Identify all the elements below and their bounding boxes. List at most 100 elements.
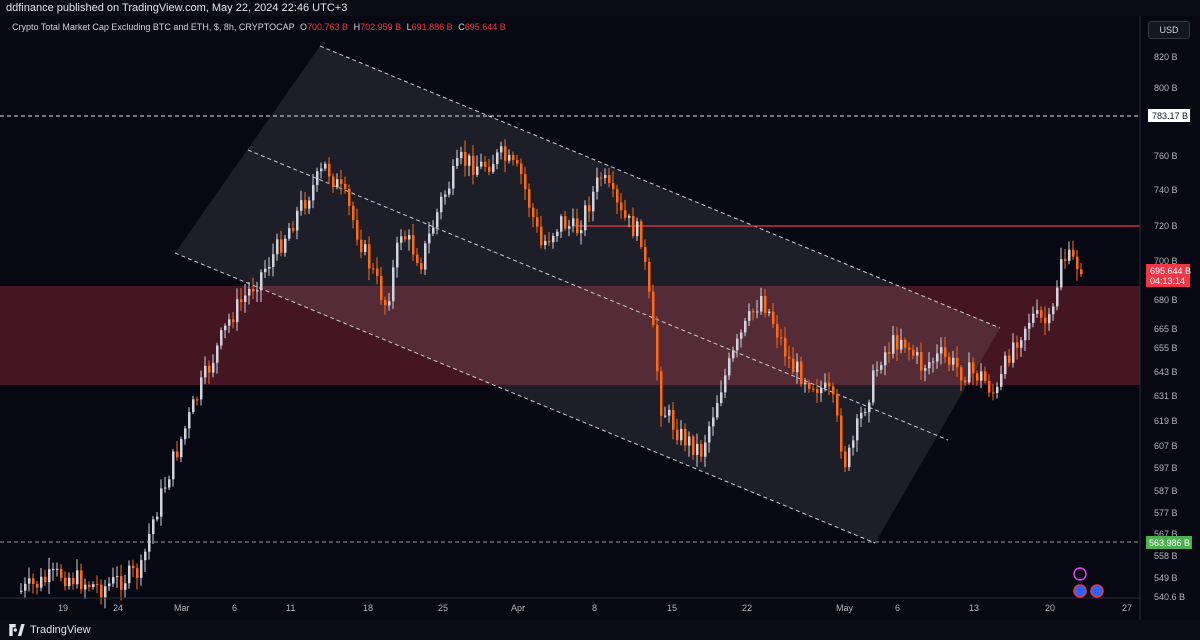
candle-body <box>440 196 443 213</box>
candle-body <box>1008 355 1011 363</box>
time-tick: 22 <box>742 603 752 613</box>
publish-info: ddfinance published on TradingView.com, … <box>0 0 1200 16</box>
candle-body <box>196 399 199 401</box>
price-chart[interactable]: 820 B 800 B 760 B 740 B 720 B 700 B 680 … <box>0 16 1200 620</box>
high-level-tag <box>1148 109 1190 122</box>
candle-body <box>600 177 603 179</box>
candle-body <box>1060 259 1063 288</box>
price-tick: 655 B <box>1154 343 1178 353</box>
event-flash-icon[interactable] <box>1073 567 1087 581</box>
candle-body <box>876 369 879 371</box>
candle-body <box>744 320 747 333</box>
candle-body <box>112 577 115 584</box>
candle-body <box>120 576 123 590</box>
candle-body <box>872 370 875 403</box>
candle-body <box>1032 313 1035 323</box>
candle-body <box>172 451 175 480</box>
candle-body <box>860 412 863 419</box>
candle-body <box>764 296 767 314</box>
price-tick: 631 B <box>1154 391 1178 401</box>
event-us-flag-icon[interactable] <box>1090 584 1104 598</box>
candle-body <box>176 451 179 458</box>
candle-body <box>644 246 647 262</box>
candle-body <box>648 261 651 292</box>
candle-body <box>204 365 207 378</box>
candle-body <box>884 352 887 366</box>
candle-body <box>268 267 271 269</box>
candle-body <box>1024 328 1027 341</box>
candle-body <box>64 577 67 587</box>
channel-mid-line <box>247 149 949 441</box>
candle-body <box>748 311 751 321</box>
price-axis[interactable]: 820 B 800 B 760 B 740 B 720 B 700 B 680 … <box>1154 52 1185 602</box>
price-tick: 587 B <box>1154 486 1178 496</box>
candle-body <box>124 583 127 590</box>
candle-body <box>240 299 243 302</box>
candle-body <box>732 350 735 359</box>
candle-body <box>460 151 463 159</box>
currency-button[interactable]: USD <box>1148 21 1190 39</box>
candle-body <box>84 584 87 590</box>
candle-body <box>156 516 159 520</box>
chart-area[interactable]: 820 B 800 B 760 B 740 B 720 B 700 B 680 … <box>0 16 1200 620</box>
candle-body <box>128 565 131 584</box>
candle-body <box>68 577 71 587</box>
candle-body <box>988 381 991 393</box>
event-us-flag-icon[interactable] <box>1073 584 1087 598</box>
candle-body <box>808 382 811 389</box>
time-tick: 15 <box>667 603 677 613</box>
candle-body <box>108 583 111 587</box>
candle-body <box>36 583 39 588</box>
candle-body <box>1004 355 1007 374</box>
candle-body <box>224 325 227 331</box>
symbol-legend[interactable]: Crypto Total Market Cap Excluding BTC an… <box>12 22 506 32</box>
candle-body <box>708 426 711 443</box>
candle-body <box>956 357 959 368</box>
time-tick: 27 <box>1122 603 1132 613</box>
candle-body <box>264 268 267 273</box>
candle-body <box>1068 249 1071 261</box>
candle-body <box>672 409 675 430</box>
candle-body <box>96 584 99 586</box>
candle-body <box>152 519 155 535</box>
candle-body <box>792 358 795 373</box>
candle-body <box>304 200 307 209</box>
candle-body <box>368 244 371 269</box>
candle-body <box>940 347 943 354</box>
candle-body <box>720 392 723 404</box>
candle-body <box>244 295 247 302</box>
candle-body <box>432 227 435 234</box>
candle-body <box>292 228 295 231</box>
candle-body <box>664 415 667 417</box>
candle-body <box>888 352 891 354</box>
price-tick: 665 B <box>1154 324 1178 334</box>
brand-name: TradingView <box>30 624 91 636</box>
low-label: L <box>406 22 412 32</box>
candle-body <box>784 337 787 357</box>
high-label: H <box>353 22 361 32</box>
time-tick: 25 <box>438 603 448 613</box>
candle-body <box>472 155 475 175</box>
candle-body <box>556 231 559 237</box>
time-axis[interactable]: 19 24 Mar 6 11 18 25 Apr 8 15 22 May 6 1… <box>58 603 1132 613</box>
candle-body <box>912 349 915 356</box>
candle-body <box>164 487 167 489</box>
time-tick: 6 <box>895 603 900 613</box>
close-label: C <box>458 22 465 32</box>
candle-body <box>576 218 579 234</box>
candle-body <box>632 215 635 237</box>
candle-body <box>496 152 499 164</box>
candle-body <box>984 371 987 382</box>
time-tick: 18 <box>363 603 373 613</box>
candle-body <box>564 216 567 229</box>
candle-body <box>476 166 479 175</box>
candle-body <box>572 218 575 227</box>
candle-body <box>92 584 95 588</box>
supply-demand-zone <box>0 286 1140 385</box>
time-tick: Apr <box>511 603 525 613</box>
candle-body <box>180 439 183 458</box>
candle-body <box>548 240 551 243</box>
candle-body <box>1052 306 1055 315</box>
candle-body <box>44 576 47 583</box>
candle-body <box>320 168 323 172</box>
